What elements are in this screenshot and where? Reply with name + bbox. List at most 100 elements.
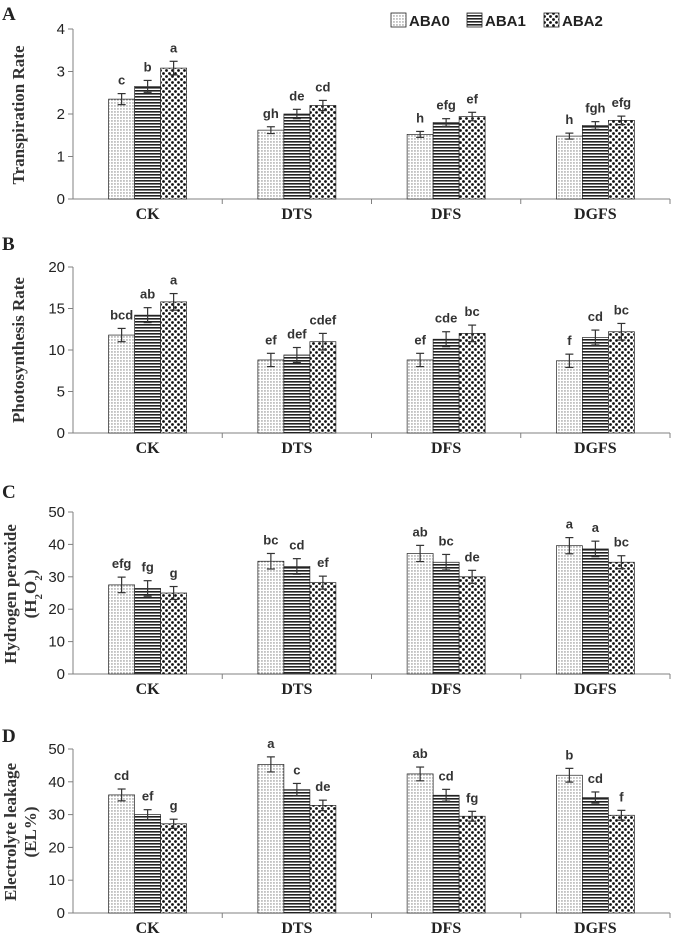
significance-letter: bc xyxy=(614,535,629,550)
bar-a-dfs-aba0 xyxy=(406,134,434,200)
error-bar xyxy=(468,324,477,343)
y-tick-label: 5 xyxy=(57,384,65,401)
bar-d-dts-aba1 xyxy=(283,789,311,914)
error-bar xyxy=(292,108,301,120)
significance-letter: ab xyxy=(413,746,428,761)
error-bar xyxy=(266,126,275,135)
panel-b-letter: B xyxy=(2,234,15,255)
error-bar xyxy=(292,346,301,364)
bar-c-ck-aba2 xyxy=(160,592,187,675)
significance-letter: cdef xyxy=(310,312,337,327)
significance-letter: c xyxy=(118,73,125,88)
panel-a-ylabel: Transpiration Rate xyxy=(9,45,28,184)
significance-letter: bc xyxy=(614,302,629,317)
significance-letter: cd xyxy=(588,771,603,786)
legend-swatch-aba2 xyxy=(543,12,560,28)
x-tick-label-dts: DTS xyxy=(281,440,312,457)
x-tick-label-dts: DTS xyxy=(281,206,312,223)
bar-a-dts-aba1 xyxy=(283,113,311,200)
x-tick-label-dfs: DFS xyxy=(431,681,461,698)
bar-d-dts-aba2 xyxy=(309,805,337,914)
significance-letter: ef xyxy=(265,332,277,347)
significance-letter: ef xyxy=(317,555,329,570)
y-tick-label: 1 xyxy=(57,149,65,166)
significance-letter: a xyxy=(267,736,275,751)
significance-letter: fg xyxy=(466,790,478,805)
x-tick-label-dfs: DFS xyxy=(431,206,461,223)
error-bar xyxy=(416,130,425,138)
error-bar xyxy=(416,352,425,368)
significance-letter: cd xyxy=(289,538,304,553)
error-bar xyxy=(442,553,451,571)
error-bar xyxy=(266,352,275,368)
significance-letter: f xyxy=(567,333,572,348)
significance-letter: fg xyxy=(141,560,153,575)
bar-c-dts-aba0 xyxy=(257,560,285,675)
bar-b-dgfs-aba0 xyxy=(556,360,583,434)
bar-b-dfs-aba2 xyxy=(458,333,486,434)
bar-a-dts-aba0 xyxy=(257,129,285,200)
error-bar xyxy=(318,575,327,590)
bar-a-dfs-aba2 xyxy=(458,116,486,200)
significance-letter: efg xyxy=(112,556,132,571)
panel-b-ylabel: Photosynthesis Rate xyxy=(9,277,28,423)
bar-b-dfs-aba1 xyxy=(432,338,460,434)
bar-b-ck-aba1 xyxy=(134,314,161,434)
significance-letter: cd xyxy=(439,768,454,783)
legend-label-aba0: ABA0 xyxy=(409,13,450,30)
y-tick-label: 30 xyxy=(48,807,65,824)
error-bar xyxy=(292,558,301,575)
panel-c-ylabel-formula: (H2O2) xyxy=(21,570,45,619)
error-bar xyxy=(468,810,477,822)
y-tick-label: 20 xyxy=(48,601,65,618)
x-tick-label-dts: DTS xyxy=(281,681,312,698)
significance-letter: efg xyxy=(612,95,632,110)
y-tick-label: 3 xyxy=(57,64,65,81)
bar-d-dfs-aba0 xyxy=(406,773,434,914)
x-tick-label-dgfs: DGFS xyxy=(574,440,617,457)
bar-d-dgfs-aba2 xyxy=(608,814,635,914)
bar-d-ck-aba0 xyxy=(108,794,135,914)
y-tick-label: 20 xyxy=(48,259,65,276)
bar-a-dfs-aba1 xyxy=(432,122,460,200)
bar-b-dgfs-aba1 xyxy=(582,337,609,434)
y-tick-label: 50 xyxy=(48,504,65,521)
significance-letter: h xyxy=(416,110,424,125)
bar-d-dgfs-aba0 xyxy=(556,774,583,914)
significance-letter: cde xyxy=(435,311,457,326)
bar-b-ck-aba2 xyxy=(160,301,187,434)
significance-letter: de xyxy=(465,549,480,564)
legend: ABA0 ABA1 ABA2 xyxy=(390,12,603,30)
significance-letter: ef xyxy=(142,789,154,804)
x-tick-label-ck: CK xyxy=(136,920,161,937)
bar-c-dgfs-aba0 xyxy=(556,545,583,675)
legend-label-aba1: ABA1 xyxy=(485,13,526,30)
bar-d-dts-aba0 xyxy=(257,764,285,914)
bar-d-dfs-aba1 xyxy=(432,794,460,914)
bar-c-dts-aba2 xyxy=(309,582,337,675)
y-tick-label: 0 xyxy=(57,905,65,922)
significance-letter: f xyxy=(619,789,624,804)
error-bar xyxy=(442,788,451,802)
error-bar xyxy=(565,536,574,555)
error-bar xyxy=(468,111,477,122)
significance-letter: a xyxy=(170,40,178,55)
significance-letter: h xyxy=(565,112,573,127)
significance-letter: g xyxy=(170,798,178,813)
significance-letter: fgh xyxy=(585,101,605,116)
significance-letter: cd xyxy=(588,309,603,324)
bar-c-dgfs-aba2 xyxy=(608,561,635,675)
error-bar xyxy=(318,799,327,812)
error-bar xyxy=(143,307,152,324)
significance-letter: de xyxy=(315,779,330,794)
y-tick-label: 50 xyxy=(48,741,65,758)
y-tick-label: 0 xyxy=(57,425,65,442)
error-bar xyxy=(169,292,178,311)
legend-swatch-aba0 xyxy=(390,12,407,28)
error-bar xyxy=(591,329,600,346)
error-bar xyxy=(617,809,626,821)
significance-letter: c xyxy=(293,762,300,777)
bar-a-ck-aba1 xyxy=(134,86,161,200)
